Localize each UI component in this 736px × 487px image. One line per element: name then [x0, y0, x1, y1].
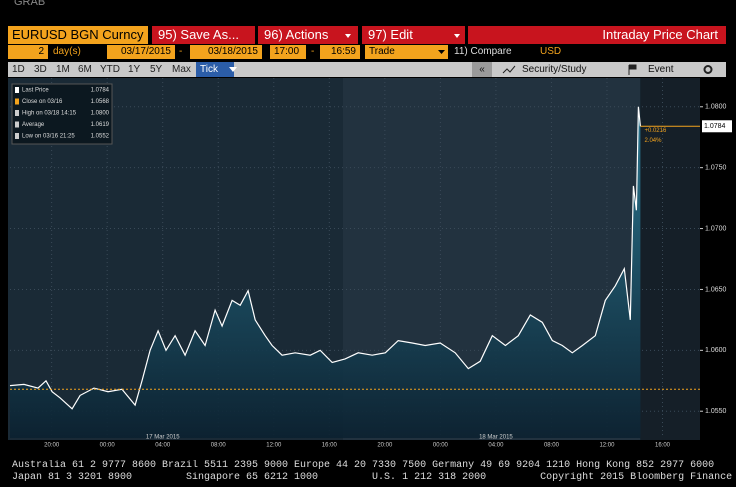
start-time[interactable]: 17:00	[270, 45, 306, 59]
range-button[interactable]: 1D	[12, 64, 25, 75]
period-unit[interactable]: day(s)	[53, 46, 81, 57]
start-date[interactable]: 03/17/2015	[107, 45, 175, 59]
legend-value: 1.0800	[91, 111, 110, 117]
x-tick-label: 20:00	[377, 443, 393, 449]
x-tick-label: 12:00	[599, 443, 615, 449]
date-label: 17 Mar 2015	[146, 435, 180, 441]
footer-line: Japan 81 3 3201 8900 Singapore 65 6212 1…	[12, 472, 736, 483]
field-select[interactable]: Trade	[365, 45, 448, 59]
end-date[interactable]: 03/18/2015	[190, 45, 262, 59]
legend-icon	[15, 110, 19, 116]
dropdown-arrow	[345, 34, 351, 38]
x-tick-label: 08:00	[544, 443, 560, 449]
legend-icon	[15, 98, 19, 105]
period-input[interactable]: 2	[8, 45, 48, 59]
price-line	[9, 106, 641, 410]
separator: -	[311, 46, 315, 57]
axis-background	[700, 78, 736, 456]
event-button[interactable]: Event	[648, 64, 674, 75]
settings-icon[interactable]	[703, 65, 713, 74]
dropdown-icon	[438, 50, 445, 54]
end-time[interactable]: 16:59	[320, 45, 360, 59]
x-tick-label: 08:00	[211, 443, 227, 449]
x-tick-label: 04:00	[155, 443, 171, 449]
toolbar-icons	[502, 64, 713, 75]
app-label: GRAB	[14, 0, 46, 8]
range-button[interactable]: 1Y	[128, 64, 141, 75]
range-button[interactable]: 5Y	[150, 64, 163, 75]
range-button[interactable]: 6M	[78, 64, 92, 75]
x-axis-background	[0, 440, 736, 456]
legend-name: High on 03/18 14:15	[22, 111, 77, 117]
date-label: 18 Mar 2015	[479, 435, 513, 441]
screen-title: Intraday Price Chart	[468, 26, 726, 44]
menu-button[interactable]: 96) Actions	[258, 26, 358, 44]
separator: -	[179, 46, 183, 57]
x-tick-label: 04:00	[488, 443, 504, 449]
legend-name: Low on 03/16 21:25	[22, 134, 75, 140]
change-pct-label: 2.04%	[644, 138, 662, 144]
menu-arrows	[345, 34, 460, 38]
x-tick-label: 00:00	[433, 443, 449, 449]
range-button[interactable]: Tick	[196, 62, 234, 77]
security-study-button[interactable]: Security/Study	[522, 64, 587, 75]
legend-name: Last Price	[22, 88, 49, 94]
y-tick-label: 1.0750	[705, 165, 727, 172]
y-tick-label: 1.0550	[705, 408, 727, 415]
last-price-tag	[702, 120, 732, 133]
security-field[interactable]: EURUSD BGN Curncy	[8, 26, 148, 44]
legend-icon	[15, 121, 19, 128]
collapse-button[interactable]: «	[472, 62, 492, 77]
y-tick-label: 1.0700	[705, 225, 727, 232]
legend-name: Close on 03/16	[22, 99, 63, 105]
range-bar	[8, 62, 726, 77]
menu-button[interactable]: 97) Edit	[362, 26, 465, 44]
y-tick-label: 1.0800	[705, 104, 727, 111]
y-tick-label: 1.0650	[705, 286, 727, 293]
legend-name: Average	[22, 122, 45, 128]
menu-button[interactable]: 95) Save As...	[152, 26, 255, 44]
legend-value: 1.0552	[91, 134, 110, 140]
range-button[interactable]: Max	[172, 64, 191, 75]
x-tick-label: 00:00	[100, 443, 116, 449]
legend-value: 1.0784	[91, 88, 110, 94]
dropdown-icon	[229, 67, 237, 72]
compare-button[interactable]: 11) Compare	[454, 46, 512, 57]
currency[interactable]: USD	[540, 46, 562, 57]
chart: 1.0550 1.0600 1.0650 1.0700 1.0750 1.0800 1.07…	[0, 78, 736, 456]
event-icon	[628, 64, 637, 75]
legend-value: 1.0619	[91, 122, 110, 128]
footer-line: Australia 61 2 9777 8600 Brazil 5511 239…	[12, 460, 715, 471]
x-tick-label: 16:00	[322, 443, 338, 449]
legend-icon	[15, 133, 19, 139]
range-button[interactable]: YTD	[100, 64, 120, 75]
last-price-label: 1.0784	[704, 123, 726, 130]
future-shade	[640, 78, 700, 440]
price-area	[10, 106, 641, 439]
legend-icon	[15, 87, 19, 93]
legend-value: 1.0568	[91, 99, 110, 105]
legend-box	[11, 83, 113, 145]
study-icon	[502, 65, 516, 74]
x-tick-label: 12:00	[266, 443, 282, 449]
x-tick-label: 20:00	[44, 443, 60, 449]
y-tick-label: 1.0600	[705, 347, 727, 354]
range-button[interactable]: 1M	[56, 64, 70, 75]
dropdown-arrow	[454, 34, 460, 38]
x-tick-label: 16:00	[655, 443, 671, 449]
change-label: +0.0216	[644, 128, 667, 134]
range-button[interactable]: 3D	[34, 64, 47, 75]
range-buttons: 1D 3D 1M 6M YTD 1Y 5Y Max Tick	[8, 62, 278, 77]
